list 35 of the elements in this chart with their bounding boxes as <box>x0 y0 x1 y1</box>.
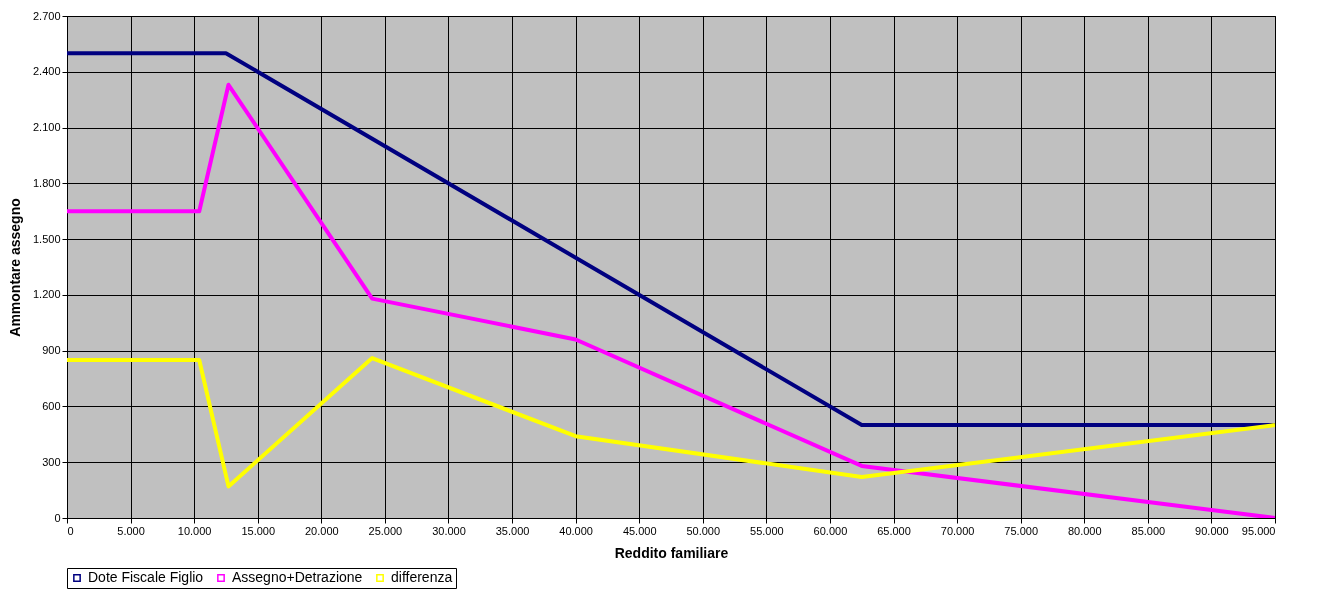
x-tick-label: 90.000 <box>1195 524 1229 537</box>
x-tick-label: 75.000 <box>1004 524 1039 537</box>
x-tick-label: 5.000 <box>117 524 145 537</box>
legend-label: Assegno+Detrazione <box>232 569 363 585</box>
x-tick-label: 60.000 <box>813 524 848 537</box>
x-tick-label: 20.000 <box>304 524 339 537</box>
y-tick-label: 1.500 <box>32 232 61 245</box>
x-tick-label: 45.000 <box>622 524 657 537</box>
x-tick-label: 80.000 <box>1067 524 1102 537</box>
legend-label: differenza <box>391 569 453 585</box>
x-tick-label: 50.000 <box>686 524 721 537</box>
x-tick-label: 85.000 <box>1131 524 1166 537</box>
y-tick-label: 600 <box>42 399 61 412</box>
legend-label: Dote Fiscale Figlio <box>88 569 204 585</box>
y-tick-label: 2.400 <box>32 65 61 78</box>
y-axis-title: Ammontare assegno <box>6 198 23 337</box>
x-axis-title: Reddito familiare <box>614 544 729 561</box>
y-tick-label: 2.100 <box>32 121 61 134</box>
x-tick-label: 95.000 <box>1241 524 1276 537</box>
x-tick-label: 10.000 <box>177 524 212 537</box>
x-tick-label: 65.000 <box>877 524 911 537</box>
x-tick-label: 15.000 <box>241 524 276 537</box>
x-tick-label: 35.000 <box>495 524 530 537</box>
y-tick-label: 900 <box>42 344 61 357</box>
x-tick-label: 30.000 <box>432 524 466 537</box>
y-tick-label: 0 <box>54 511 61 524</box>
y-tick-label: 2.700 <box>32 9 61 22</box>
x-tick-label: 70.000 <box>940 524 975 537</box>
x-tick-label: 25.000 <box>368 524 403 537</box>
x-tick-label: 0 <box>67 524 74 537</box>
y-tick-label: 300 <box>42 455 61 468</box>
y-tick-label: 1.800 <box>32 176 61 189</box>
y-tick-label: 1.200 <box>32 288 61 301</box>
x-tick-label: 55.000 <box>750 524 784 537</box>
x-tick-label: 40.000 <box>559 524 593 537</box>
